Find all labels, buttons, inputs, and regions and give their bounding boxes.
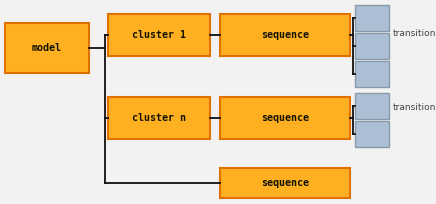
FancyBboxPatch shape — [108, 97, 210, 139]
Text: sequence: sequence — [261, 30, 309, 40]
FancyBboxPatch shape — [220, 97, 350, 139]
FancyBboxPatch shape — [220, 168, 350, 198]
Text: transitions: transitions — [393, 102, 436, 112]
FancyBboxPatch shape — [355, 33, 389, 59]
FancyBboxPatch shape — [355, 121, 389, 147]
FancyBboxPatch shape — [355, 61, 389, 87]
Text: cluster 1: cluster 1 — [132, 30, 186, 40]
Text: transitions: transitions — [393, 29, 436, 38]
FancyBboxPatch shape — [108, 14, 210, 56]
FancyBboxPatch shape — [355, 5, 389, 31]
Text: sequence: sequence — [261, 178, 309, 188]
Text: model: model — [32, 43, 62, 53]
FancyBboxPatch shape — [355, 93, 389, 119]
Text: cluster n: cluster n — [132, 113, 186, 123]
FancyBboxPatch shape — [5, 23, 89, 73]
FancyBboxPatch shape — [220, 14, 350, 56]
Text: sequence: sequence — [261, 113, 309, 123]
